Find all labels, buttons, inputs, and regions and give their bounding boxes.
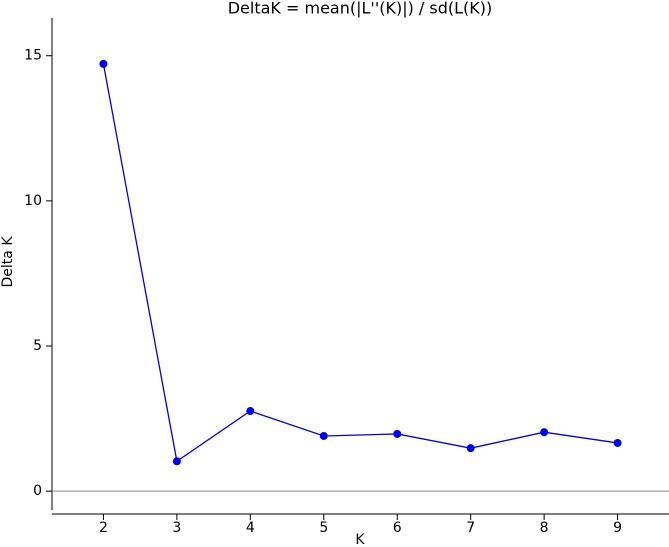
y-tick-label: 10 <box>24 193 42 209</box>
y-tick-label: 0 <box>33 483 42 499</box>
data-point <box>613 438 622 447</box>
y-axis-label: Delta K <box>0 236 16 288</box>
x-tick-label: 8 <box>540 520 549 536</box>
x-tick-label: 2 <box>99 520 108 536</box>
chart-title: DeltaK = mean(|L''(K)|) / sd(L(K)) <box>228 0 493 18</box>
x-axis-label: K <box>355 532 365 547</box>
data-point <box>99 59 108 68</box>
x-tick-label: 4 <box>246 520 255 536</box>
data-point <box>393 429 402 438</box>
x-tick-label: 5 <box>319 520 328 536</box>
series-line <box>102 63 618 463</box>
data-point <box>540 428 549 437</box>
y-tick-label: 5 <box>33 338 42 354</box>
data-point <box>319 431 328 440</box>
x-tick-label: 6 <box>393 520 402 536</box>
data-point <box>172 457 181 466</box>
data-point <box>466 444 475 453</box>
x-tick-label: 3 <box>172 520 181 536</box>
x-tick-label: 7 <box>466 520 475 536</box>
data-point <box>246 407 255 416</box>
y-tick-label: 15 <box>24 48 42 64</box>
x-tick-label: 9 <box>613 520 622 536</box>
